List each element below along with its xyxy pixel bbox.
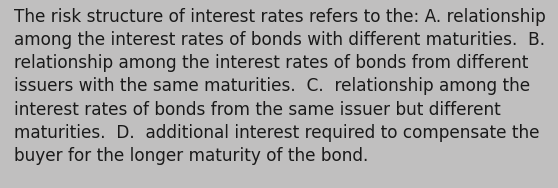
Text: The risk structure of interest rates refers to the: A. relationship
among the in: The risk structure of interest rates ref… — [14, 8, 546, 165]
